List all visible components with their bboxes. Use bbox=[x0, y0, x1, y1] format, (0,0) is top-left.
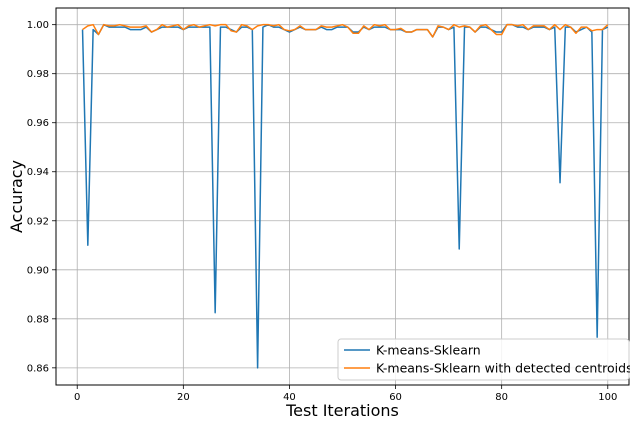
y-tick-label: 0.98 bbox=[27, 69, 49, 80]
y-tick-label: 0.94 bbox=[27, 167, 49, 178]
series-group bbox=[81, 23, 609, 369]
legend: K-means-Sklearn K-means-Sklearn with det… bbox=[337, 338, 630, 381]
y-tick-label: 1.00 bbox=[27, 20, 49, 31]
x-tick-label: 60 bbox=[389, 392, 402, 403]
x-tick-label: 20 bbox=[177, 392, 190, 403]
series-line-detected-centroids bbox=[82, 23, 609, 38]
grid bbox=[56, 8, 629, 385]
ticks: 0 20 40 60 80 100 0.86 0.88 0.90 0.92 0.94 0.96 0.98… bbox=[27, 20, 618, 403]
x-axis-title: Test Iterations bbox=[285, 401, 399, 420]
legend-box bbox=[337, 338, 630, 381]
y-tick-label: 0.88 bbox=[27, 314, 49, 325]
y-tick-label: 0.96 bbox=[27, 118, 49, 129]
y-axis-title: Accuracy bbox=[7, 160, 26, 233]
y-tick-label: 0.86 bbox=[27, 363, 49, 374]
y-tick-label: 0.90 bbox=[27, 265, 49, 276]
legend-label-k-means-sklearn: K-means-Sklearn bbox=[376, 343, 481, 358]
legend-label-detected-centroids: K-means-Sklearn with detected centroids bbox=[376, 361, 630, 376]
series-line-k-means-sklearn bbox=[81, 23, 609, 369]
x-tick-label: 0 bbox=[74, 392, 80, 403]
y-tick-label: 0.92 bbox=[27, 216, 49, 227]
x-tick-label: 100 bbox=[598, 392, 617, 403]
x-tick-label: 80 bbox=[495, 392, 508, 403]
plot-frame bbox=[55, 7, 630, 386]
x-tick-label: 40 bbox=[283, 392, 296, 403]
